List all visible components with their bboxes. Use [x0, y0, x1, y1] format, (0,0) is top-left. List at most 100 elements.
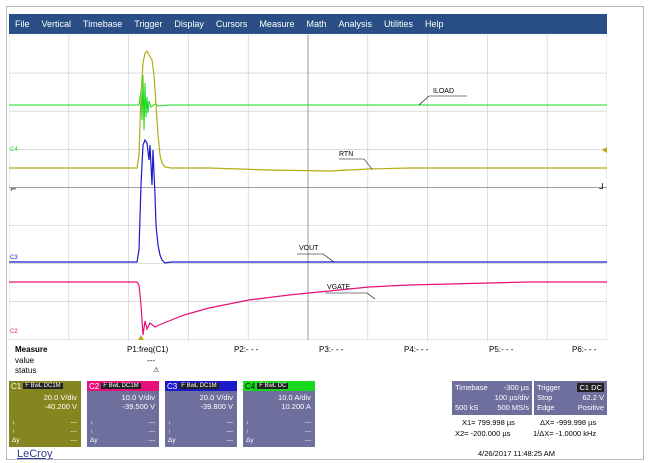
cursor-inv-dx: 1/ΔX= -1.0000 kHz — [533, 429, 597, 438]
channel-c4-name: C4 — [245, 381, 256, 391]
channel-box-c2[interactable]: C2 F BwL DC1M 10.0 V/div -39.500 V ↓ ↑ Δ… — [87, 381, 159, 447]
timebase-samples: 500 kS — [455, 403, 479, 412]
channel-box-c3[interactable]: C3 F BwL DC1M 20.0 V/div -39.800 V ↓ ↑ Δ… — [165, 381, 237, 447]
channel-c3-dash3: --- — [226, 437, 234, 444]
measure-status-label: status — [15, 366, 37, 375]
label-iload: ILOAD — [433, 88, 454, 95]
channel-c3-name: C3 — [167, 381, 178, 391]
channel-c3-tags: F BwL DC1M — [179, 383, 219, 389]
menu-bar: File Vertical Timebase Trigger Display Cursor… — [9, 14, 607, 34]
param-p6[interactable]: P6:- - - — [572, 345, 597, 354]
menu-item-utilities[interactable]: Utilities — [383, 19, 413, 29]
channel-c3-offset: -39.800 V — [200, 402, 233, 411]
channel-c4-dy: Δy — [246, 437, 254, 444]
menu-item-file[interactable]: File — [15, 19, 30, 29]
channel-c2-dash3: --- — [148, 437, 156, 444]
timebase-value: -300 µs — [503, 383, 529, 392]
label-vgate: VGATE — [327, 284, 351, 291]
channel-c3-header: C3 F BwL DC1M — [165, 381, 237, 391]
param-p3[interactable]: P3:- - - — [319, 345, 344, 354]
timebase-box[interactable]: Timebase -300 µs 100 µs/div 500 kS 500 M… — [452, 381, 532, 415]
trigger-level: 62.2 V — [582, 393, 604, 402]
waveform-display[interactable]: ILOAD RTN VOUT VGATE C4 C3 C2 ⅃ ⌐ — [9, 35, 607, 340]
channel-c2-dash2: --- — [148, 428, 156, 435]
channel-c2-up: ↑ — [90, 428, 94, 435]
param-p2[interactable]: P2:- - - — [234, 345, 259, 354]
offscreen-marker-left-icon: ⌐ — [10, 185, 17, 194]
menu-item-measure[interactable]: Measure — [259, 19, 295, 29]
trigger-tags: C1 DC — [577, 383, 604, 392]
param-p5[interactable]: P5:- - - — [489, 345, 514, 354]
channel-c3-vdiv: 20.0 V/div — [199, 393, 233, 402]
channel-c2-offset: -39.500 V — [122, 402, 155, 411]
channel-c1-tags: F BwL DC1M — [23, 383, 63, 389]
marker-c3[interactable]: C3 — [10, 255, 18, 261]
menu-item-vertical[interactable]: Vertical — [41, 19, 72, 29]
channel-c1-dy: Δy — [12, 437, 20, 444]
trace-vout — [9, 138, 607, 264]
channel-box-c4[interactable]: C4 F BwL DC 10.0 A/div 10.200 A ↓ ↑ Δy -… — [243, 381, 315, 447]
trigger-box[interactable]: Trigger C1 DC Stop 62.2 V Edge Positive — [534, 381, 607, 415]
status-warning-icon: ⚠ — [153, 367, 160, 374]
trigger-type: Edge — [537, 403, 555, 412]
timestamp: 4/26/2017 11:48:25 AM — [478, 449, 556, 458]
cursor-dx: ΔX= -999.998 µs — [540, 418, 597, 427]
channel-c4-down: ↓ — [246, 419, 250, 426]
waveform-svg: ILOAD RTN VOUT VGATE C4 C3 C2 ⅃ ⌐ — [9, 35, 607, 340]
param-p1-value: --- — [147, 356, 155, 365]
timebase-rate: 500 MS/s — [497, 403, 529, 412]
channel-c4-header: C4 F BwL DC — [243, 381, 315, 391]
channel-c2-dash1: --- — [148, 419, 156, 426]
channel-box-c1[interactable]: C1 F BwL DC1M 20.0 V/div -40.200 V ↓ ↑ Δ… — [9, 381, 81, 447]
channel-c1-dash1: --- — [70, 419, 78, 426]
param-p4[interactable]: P4:- - - — [404, 345, 429, 354]
trace-rtn — [9, 49, 607, 172]
channel-c3-dash2: --- — [226, 428, 234, 435]
marker-c4[interactable]: C4 — [10, 147, 18, 153]
channel-c1-offset: -40.200 V — [44, 402, 77, 411]
menu-item-trigger[interactable]: Trigger — [134, 19, 163, 29]
channel-c2-tags: F BwL DC1M — [101, 383, 141, 389]
menu-item-cursors[interactable]: Cursors — [215, 19, 248, 29]
channel-c4-up: ↑ — [246, 428, 250, 435]
menu-item-help[interactable]: Help — [425, 19, 444, 29]
timebase-per-div: 100 µs/div — [494, 393, 529, 402]
channel-c1-down: ↓ — [12, 419, 16, 426]
channel-c3-dy: Δy — [168, 437, 176, 444]
trigger-mode: Stop — [537, 393, 553, 402]
channel-c4-offset: 10.200 A — [281, 402, 311, 411]
brand-logo: LeCroy — [17, 448, 53, 460]
offscreen-marker-icon: ⅃ — [599, 182, 603, 191]
param-p1[interactable]: P1:freq(C1) — [127, 345, 169, 354]
channel-c1-vdiv: 20.0 V/div — [43, 393, 77, 402]
menu-item-display[interactable]: Display — [174, 19, 204, 29]
channel-c3-dash1: --- — [226, 419, 234, 426]
trigger-slope: Positive — [577, 403, 604, 412]
channel-c1-dash3: --- — [70, 437, 78, 444]
channel-c2-dy: Δy — [90, 437, 98, 444]
label-rtn: RTN — [339, 151, 353, 158]
menu-item-analysis[interactable]: Analysis — [338, 19, 372, 29]
channel-c2-header: C2 F BwL DC1M — [87, 381, 159, 391]
measure-panel: Measure value status P1:freq(C1) --- P2:… — [9, 342, 607, 376]
channel-c1-name: C1 — [11, 381, 22, 391]
channel-c2-down: ↓ — [90, 419, 94, 426]
channel-c4-tags: F BwL DC — [257, 383, 289, 389]
channel-c3-up: ↑ — [168, 428, 172, 435]
menu-item-math[interactable]: Math — [306, 19, 327, 29]
channel-c1-up: ↑ — [12, 428, 16, 435]
marker-c2[interactable]: C2 — [10, 329, 18, 335]
menu-item-timebase[interactable]: Timebase — [83, 19, 123, 29]
measure-title[interactable]: Measure — [15, 345, 48, 354]
channel-c2-name: C2 — [89, 381, 100, 391]
channel-c4-dash2: --- — [304, 428, 312, 435]
channel-c1-dash2: --- — [70, 428, 78, 435]
trace-vgate — [9, 281, 607, 336]
trigger-position-icon[interactable] — [138, 335, 144, 340]
channel-c4-dash3: --- — [304, 437, 312, 444]
channel-c4-dash1: --- — [304, 419, 312, 426]
trigger-level-icon[interactable] — [602, 147, 607, 153]
cursor-x2: X2= -200.000 µs — [455, 429, 511, 438]
measure-value-label: value — [15, 356, 35, 365]
channel-c4-vdiv: 10.0 A/div — [278, 393, 311, 402]
